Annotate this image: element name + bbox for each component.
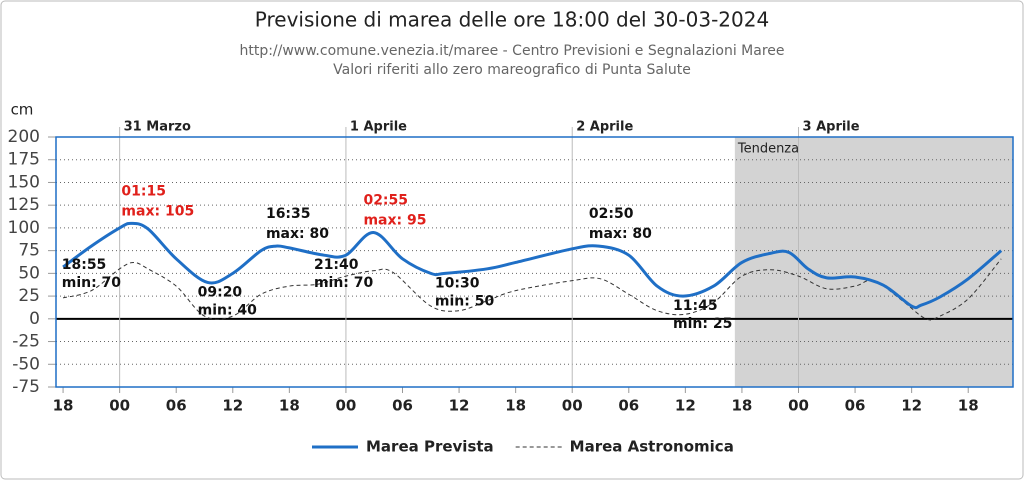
annotation-time: 16:35	[266, 206, 311, 222]
y-tick-label: 100	[8, 218, 40, 238]
day-label: 3 Aprile	[803, 120, 860, 135]
x-tick-label: 12	[901, 397, 922, 415]
annotation-time: 02:55	[363, 192, 408, 208]
y-tick-label: 125	[8, 195, 40, 215]
x-tick-label: 00	[788, 397, 809, 415]
x-tick-label: 18	[958, 397, 979, 415]
y-tick-label: -25	[12, 332, 40, 352]
x-tick-label: 18	[731, 397, 752, 415]
y-tick-label: -50	[12, 354, 40, 374]
annotation-value: min: 40	[198, 302, 258, 318]
day-label: 1 Aprile	[350, 120, 407, 135]
y-tick-label: 50	[18, 263, 40, 283]
legend-label: Marea Astronomica	[570, 438, 734, 456]
day-label: 31 Marzo	[124, 120, 191, 135]
annotation-value: max: 105	[121, 203, 194, 219]
annotation-value: min: 70	[314, 275, 374, 291]
annotation-value: max: 95	[363, 212, 426, 228]
annotation-time: 02:50	[589, 206, 634, 222]
chart-title: Previsione di marea delle ore 18:00 del …	[255, 8, 769, 32]
y-tick-label: 75	[18, 241, 40, 261]
x-tick-label: 00	[335, 397, 356, 415]
annotation-value: min: 70	[62, 275, 122, 291]
annotation-time: 11:45	[673, 298, 718, 314]
subtitle: http://www.comune.venezia.it/maree - Cen…	[239, 43, 784, 59]
x-tick-label: 12	[222, 397, 243, 415]
y-axis-label: cm	[11, 101, 34, 119]
y-tick-label: 175	[8, 150, 40, 170]
x-tick-label: 06	[618, 397, 639, 415]
y-tick-label: 200	[8, 127, 40, 147]
x-tick-label: 00	[109, 397, 130, 415]
annotation-value: min: 50	[435, 293, 495, 309]
y-tick-label: -75	[12, 377, 40, 397]
annotation-value: min: 25	[673, 316, 732, 332]
annotation-time: 10:30	[435, 275, 480, 291]
legend-label: Marea Prevista	[366, 438, 494, 456]
annotation-time: 01:15	[121, 183, 166, 199]
annotation-value: max: 80	[266, 226, 329, 242]
annotation-time: 18:55	[62, 257, 107, 273]
forecast-region	[734, 137, 1013, 387]
x-tick-label: 06	[392, 397, 413, 415]
x-tick-label: 18	[53, 397, 74, 415]
x-tick-label: 00	[562, 397, 583, 415]
annotation-time: 09:20	[198, 284, 243, 300]
x-tick-label: 06	[166, 397, 187, 415]
y-tick-label: 150	[8, 172, 40, 192]
plot-border	[55, 136, 1014, 388]
y-tick-label: 25	[18, 286, 40, 306]
series-line	[62, 258, 1002, 321]
series-line	[62, 221, 1003, 310]
x-tick-label: 12	[675, 397, 696, 415]
day-label: 2 Aprile	[576, 120, 633, 135]
forecast-label: Tendenza	[737, 142, 799, 157]
x-tick-label: 06	[845, 397, 866, 415]
x-tick-label: 12	[449, 397, 470, 415]
x-tick-label: 18	[505, 397, 526, 415]
annotation-time: 21:40	[314, 257, 359, 273]
annotation-value: max: 80	[589, 226, 652, 242]
y-tick-label: 0	[29, 309, 40, 329]
x-tick-label: 18	[279, 397, 300, 415]
subtitle: Valori riferiti allo zero mareografico d…	[333, 62, 691, 78]
